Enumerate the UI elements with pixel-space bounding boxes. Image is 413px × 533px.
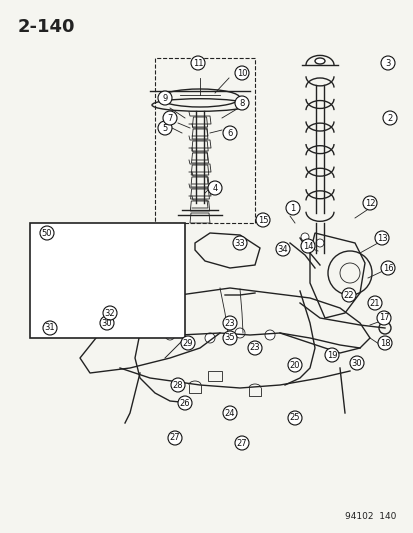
Circle shape bbox=[315, 239, 323, 247]
Circle shape bbox=[158, 91, 171, 105]
Circle shape bbox=[40, 226, 54, 240]
Text: 16: 16 bbox=[382, 263, 392, 272]
Text: 19: 19 bbox=[326, 351, 337, 359]
Text: 24: 24 bbox=[224, 408, 235, 417]
Circle shape bbox=[300, 239, 314, 253]
Ellipse shape bbox=[314, 58, 324, 64]
Text: 10: 10 bbox=[236, 69, 247, 77]
Circle shape bbox=[223, 316, 236, 330]
Text: 26: 26 bbox=[179, 399, 190, 408]
Text: 28: 28 bbox=[172, 381, 183, 390]
Text: 17: 17 bbox=[378, 313, 388, 322]
Text: 35: 35 bbox=[224, 334, 235, 343]
Text: 12: 12 bbox=[364, 198, 374, 207]
Text: 33: 33 bbox=[234, 238, 245, 247]
Text: 23: 23 bbox=[249, 343, 260, 352]
Circle shape bbox=[223, 406, 236, 420]
Text: 22: 22 bbox=[343, 290, 354, 300]
Circle shape bbox=[235, 436, 248, 450]
Text: 4: 4 bbox=[212, 183, 217, 192]
Text: 27: 27 bbox=[236, 439, 247, 448]
Text: 7: 7 bbox=[167, 114, 172, 123]
Text: 50: 50 bbox=[42, 229, 52, 238]
Circle shape bbox=[163, 111, 177, 125]
Circle shape bbox=[285, 201, 299, 215]
Circle shape bbox=[367, 296, 381, 310]
Circle shape bbox=[165, 330, 175, 340]
Circle shape bbox=[380, 56, 394, 70]
Circle shape bbox=[300, 233, 308, 241]
Circle shape bbox=[204, 333, 214, 343]
Text: 94102  140: 94102 140 bbox=[344, 512, 395, 521]
Circle shape bbox=[264, 330, 274, 340]
Text: 30: 30 bbox=[351, 359, 361, 367]
Circle shape bbox=[178, 396, 192, 410]
Text: 8: 8 bbox=[239, 99, 244, 108]
Circle shape bbox=[103, 306, 117, 320]
Circle shape bbox=[380, 261, 394, 275]
Circle shape bbox=[158, 121, 171, 135]
Text: 31: 31 bbox=[45, 324, 55, 333]
Bar bbox=[207, 371, 221, 381]
Circle shape bbox=[235, 96, 248, 110]
Text: 27: 27 bbox=[169, 433, 180, 442]
Circle shape bbox=[382, 111, 396, 125]
Circle shape bbox=[349, 356, 363, 370]
Circle shape bbox=[376, 311, 390, 325]
Circle shape bbox=[207, 181, 221, 195]
Text: 34: 34 bbox=[277, 245, 287, 254]
Text: 23: 23 bbox=[224, 319, 235, 327]
Circle shape bbox=[235, 328, 244, 338]
Text: 25: 25 bbox=[289, 414, 299, 423]
Circle shape bbox=[374, 231, 388, 245]
Text: 14: 14 bbox=[302, 241, 313, 251]
Circle shape bbox=[223, 331, 236, 345]
Circle shape bbox=[377, 336, 391, 350]
Circle shape bbox=[324, 348, 338, 362]
Circle shape bbox=[223, 126, 236, 140]
Circle shape bbox=[247, 341, 261, 355]
Circle shape bbox=[341, 288, 355, 302]
Circle shape bbox=[180, 336, 195, 350]
Text: 29: 29 bbox=[182, 338, 193, 348]
Text: 6: 6 bbox=[227, 128, 232, 138]
Text: 30: 30 bbox=[102, 319, 112, 327]
Text: 9: 9 bbox=[162, 93, 167, 102]
Circle shape bbox=[171, 378, 185, 392]
Circle shape bbox=[255, 213, 269, 227]
Text: 5: 5 bbox=[162, 124, 167, 133]
Text: 3: 3 bbox=[385, 59, 390, 68]
Text: 32: 32 bbox=[104, 309, 115, 318]
Circle shape bbox=[43, 321, 57, 335]
Circle shape bbox=[275, 242, 289, 256]
Text: 15: 15 bbox=[257, 215, 268, 224]
Text: 11: 11 bbox=[192, 59, 203, 68]
Circle shape bbox=[190, 56, 204, 70]
Text: 2-140: 2-140 bbox=[18, 18, 75, 36]
Text: 18: 18 bbox=[379, 338, 389, 348]
Circle shape bbox=[287, 358, 301, 372]
Circle shape bbox=[100, 316, 114, 330]
Circle shape bbox=[235, 66, 248, 80]
Bar bbox=[30, 223, 185, 338]
Text: 21: 21 bbox=[369, 298, 379, 308]
Text: 20: 20 bbox=[289, 360, 299, 369]
Text: 2: 2 bbox=[387, 114, 392, 123]
Circle shape bbox=[287, 411, 301, 425]
Text: 13: 13 bbox=[376, 233, 387, 243]
Text: 1: 1 bbox=[290, 204, 295, 213]
Circle shape bbox=[233, 236, 247, 250]
Circle shape bbox=[362, 196, 376, 210]
Circle shape bbox=[168, 431, 182, 445]
